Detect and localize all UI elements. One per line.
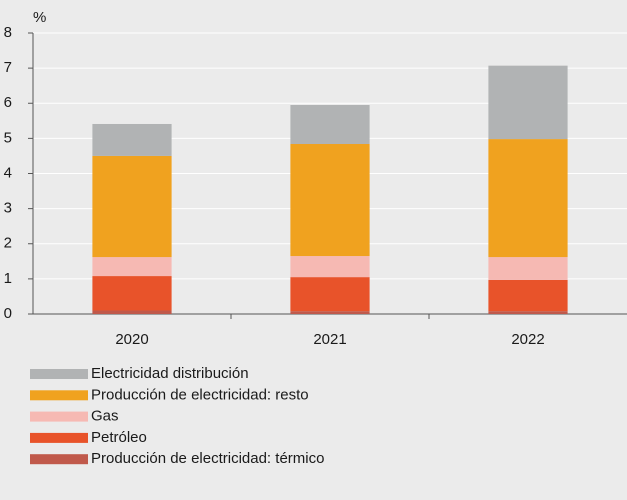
bar-segment (92, 155, 172, 258)
legend-label: Producción de electricidad: térmico (91, 450, 324, 467)
bar-segment (488, 279, 568, 312)
y-tick-label: 5 (4, 129, 12, 146)
bar-segment (290, 277, 370, 312)
legend-swatch (30, 411, 88, 422)
bar-segment (488, 257, 568, 280)
legend-swatch (30, 454, 88, 465)
bar-segment (290, 256, 370, 278)
bar-segment (488, 139, 568, 258)
y-tick-label: 0 (4, 305, 12, 322)
y-tick-label: 6 (4, 94, 12, 111)
y-tick-label: 4 (4, 164, 12, 181)
y-tick-label: 8 (4, 24, 12, 41)
y-axis-label: % (33, 9, 46, 26)
y-tick-label: 3 (4, 200, 12, 217)
bar-segment (488, 311, 568, 314)
legend-label: Petróleo (91, 429, 147, 446)
x-tick-label: 2021 (313, 331, 346, 348)
bar-segment (92, 310, 172, 314)
y-tick-label: 2 (4, 235, 12, 252)
y-tick-label: 7 (4, 59, 12, 76)
legend-swatch (30, 369, 88, 379)
bar-segment (92, 276, 172, 311)
y-tick-label: 1 (4, 270, 12, 287)
bar-segment (488, 65, 568, 140)
x-tick-label: 2020 (115, 331, 148, 348)
x-tick-label: 2022 (511, 331, 544, 348)
bar-segment (92, 257, 172, 277)
bar-segment (92, 123, 172, 156)
legend-swatch (30, 390, 88, 401)
bar-segment (290, 105, 370, 144)
legend-label: Electricidad distribución (91, 365, 249, 382)
legend-label: Producción de electricidad: resto (91, 386, 309, 403)
legend-label: Gas (91, 408, 119, 425)
legend-swatch (30, 432, 88, 443)
bar-segment (290, 143, 370, 257)
bar-segment (290, 311, 370, 314)
